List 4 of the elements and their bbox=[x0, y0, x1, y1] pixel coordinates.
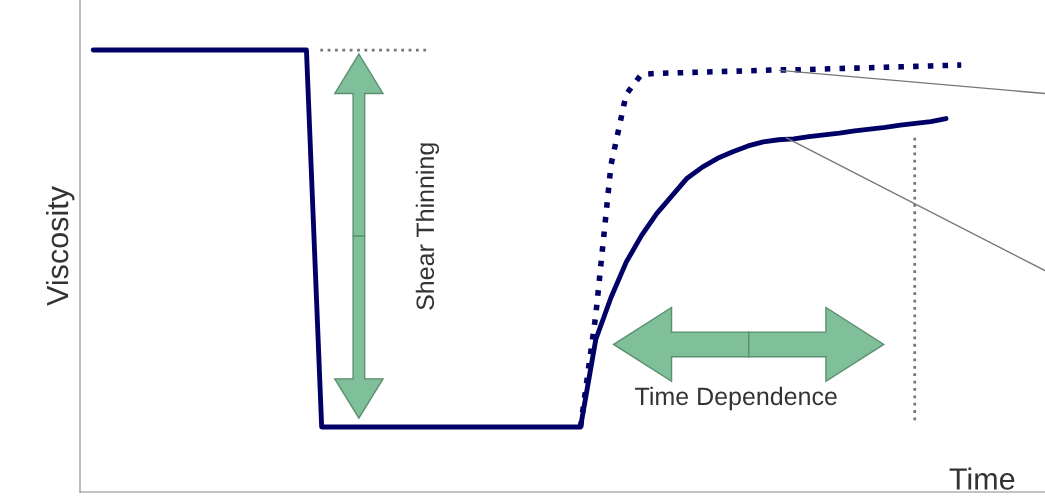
annotation: Shear Thinning bbox=[415, 143, 440, 310]
x-axis-title: Time bbox=[949, 467, 1015, 490]
y-axis-title: Viscosity bbox=[45, 186, 75, 306]
annotation: Time Dependence bbox=[635, 386, 837, 411]
